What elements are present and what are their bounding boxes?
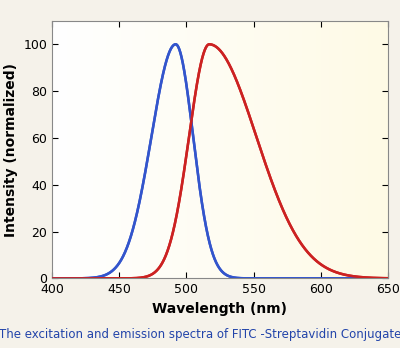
Y-axis label: Intensity (normalized): Intensity (normalized): [4, 63, 18, 237]
Text: The excitation and emission spectra of FITC -Streptavidin Conjugate: The excitation and emission spectra of F…: [0, 328, 400, 341]
X-axis label: Wavelength (nm): Wavelength (nm): [152, 302, 288, 316]
